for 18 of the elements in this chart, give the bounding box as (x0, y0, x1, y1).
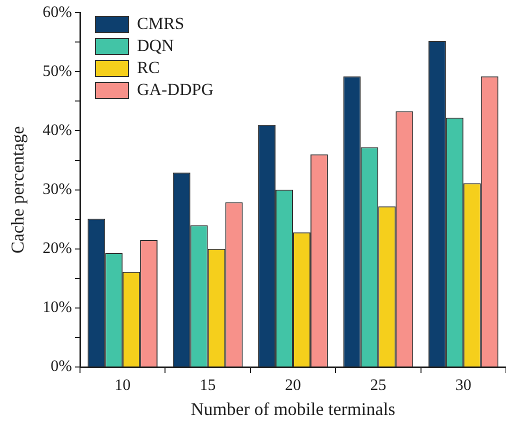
y-tick-label: 20% (42, 240, 72, 258)
legend-label: DQN (137, 36, 174, 56)
y-tick-label: 0% (50, 358, 72, 376)
x-tick-label: 20 (285, 376, 301, 394)
y-axis-title: Cache percentage (8, 126, 28, 254)
x-tick-label: 25 (370, 376, 386, 394)
y-tick-label: 50% (42, 62, 72, 80)
legend-label: GA-DDPG (137, 80, 214, 100)
legend-label: CMRS (137, 14, 184, 34)
x-tick-label: 30 (455, 376, 472, 394)
x-tick-label: 10 (114, 376, 131, 394)
y-tick-label: 10% (42, 299, 72, 316)
x-axis-title: Number of mobile terminals (190, 398, 396, 419)
legend-label: RC (137, 58, 160, 78)
y-tick-label: 40% (42, 122, 72, 139)
y-tick-label: 30% (42, 181, 72, 198)
y-tick-label: 60% (42, 4, 72, 21)
x-tick-label: 15 (200, 376, 216, 394)
